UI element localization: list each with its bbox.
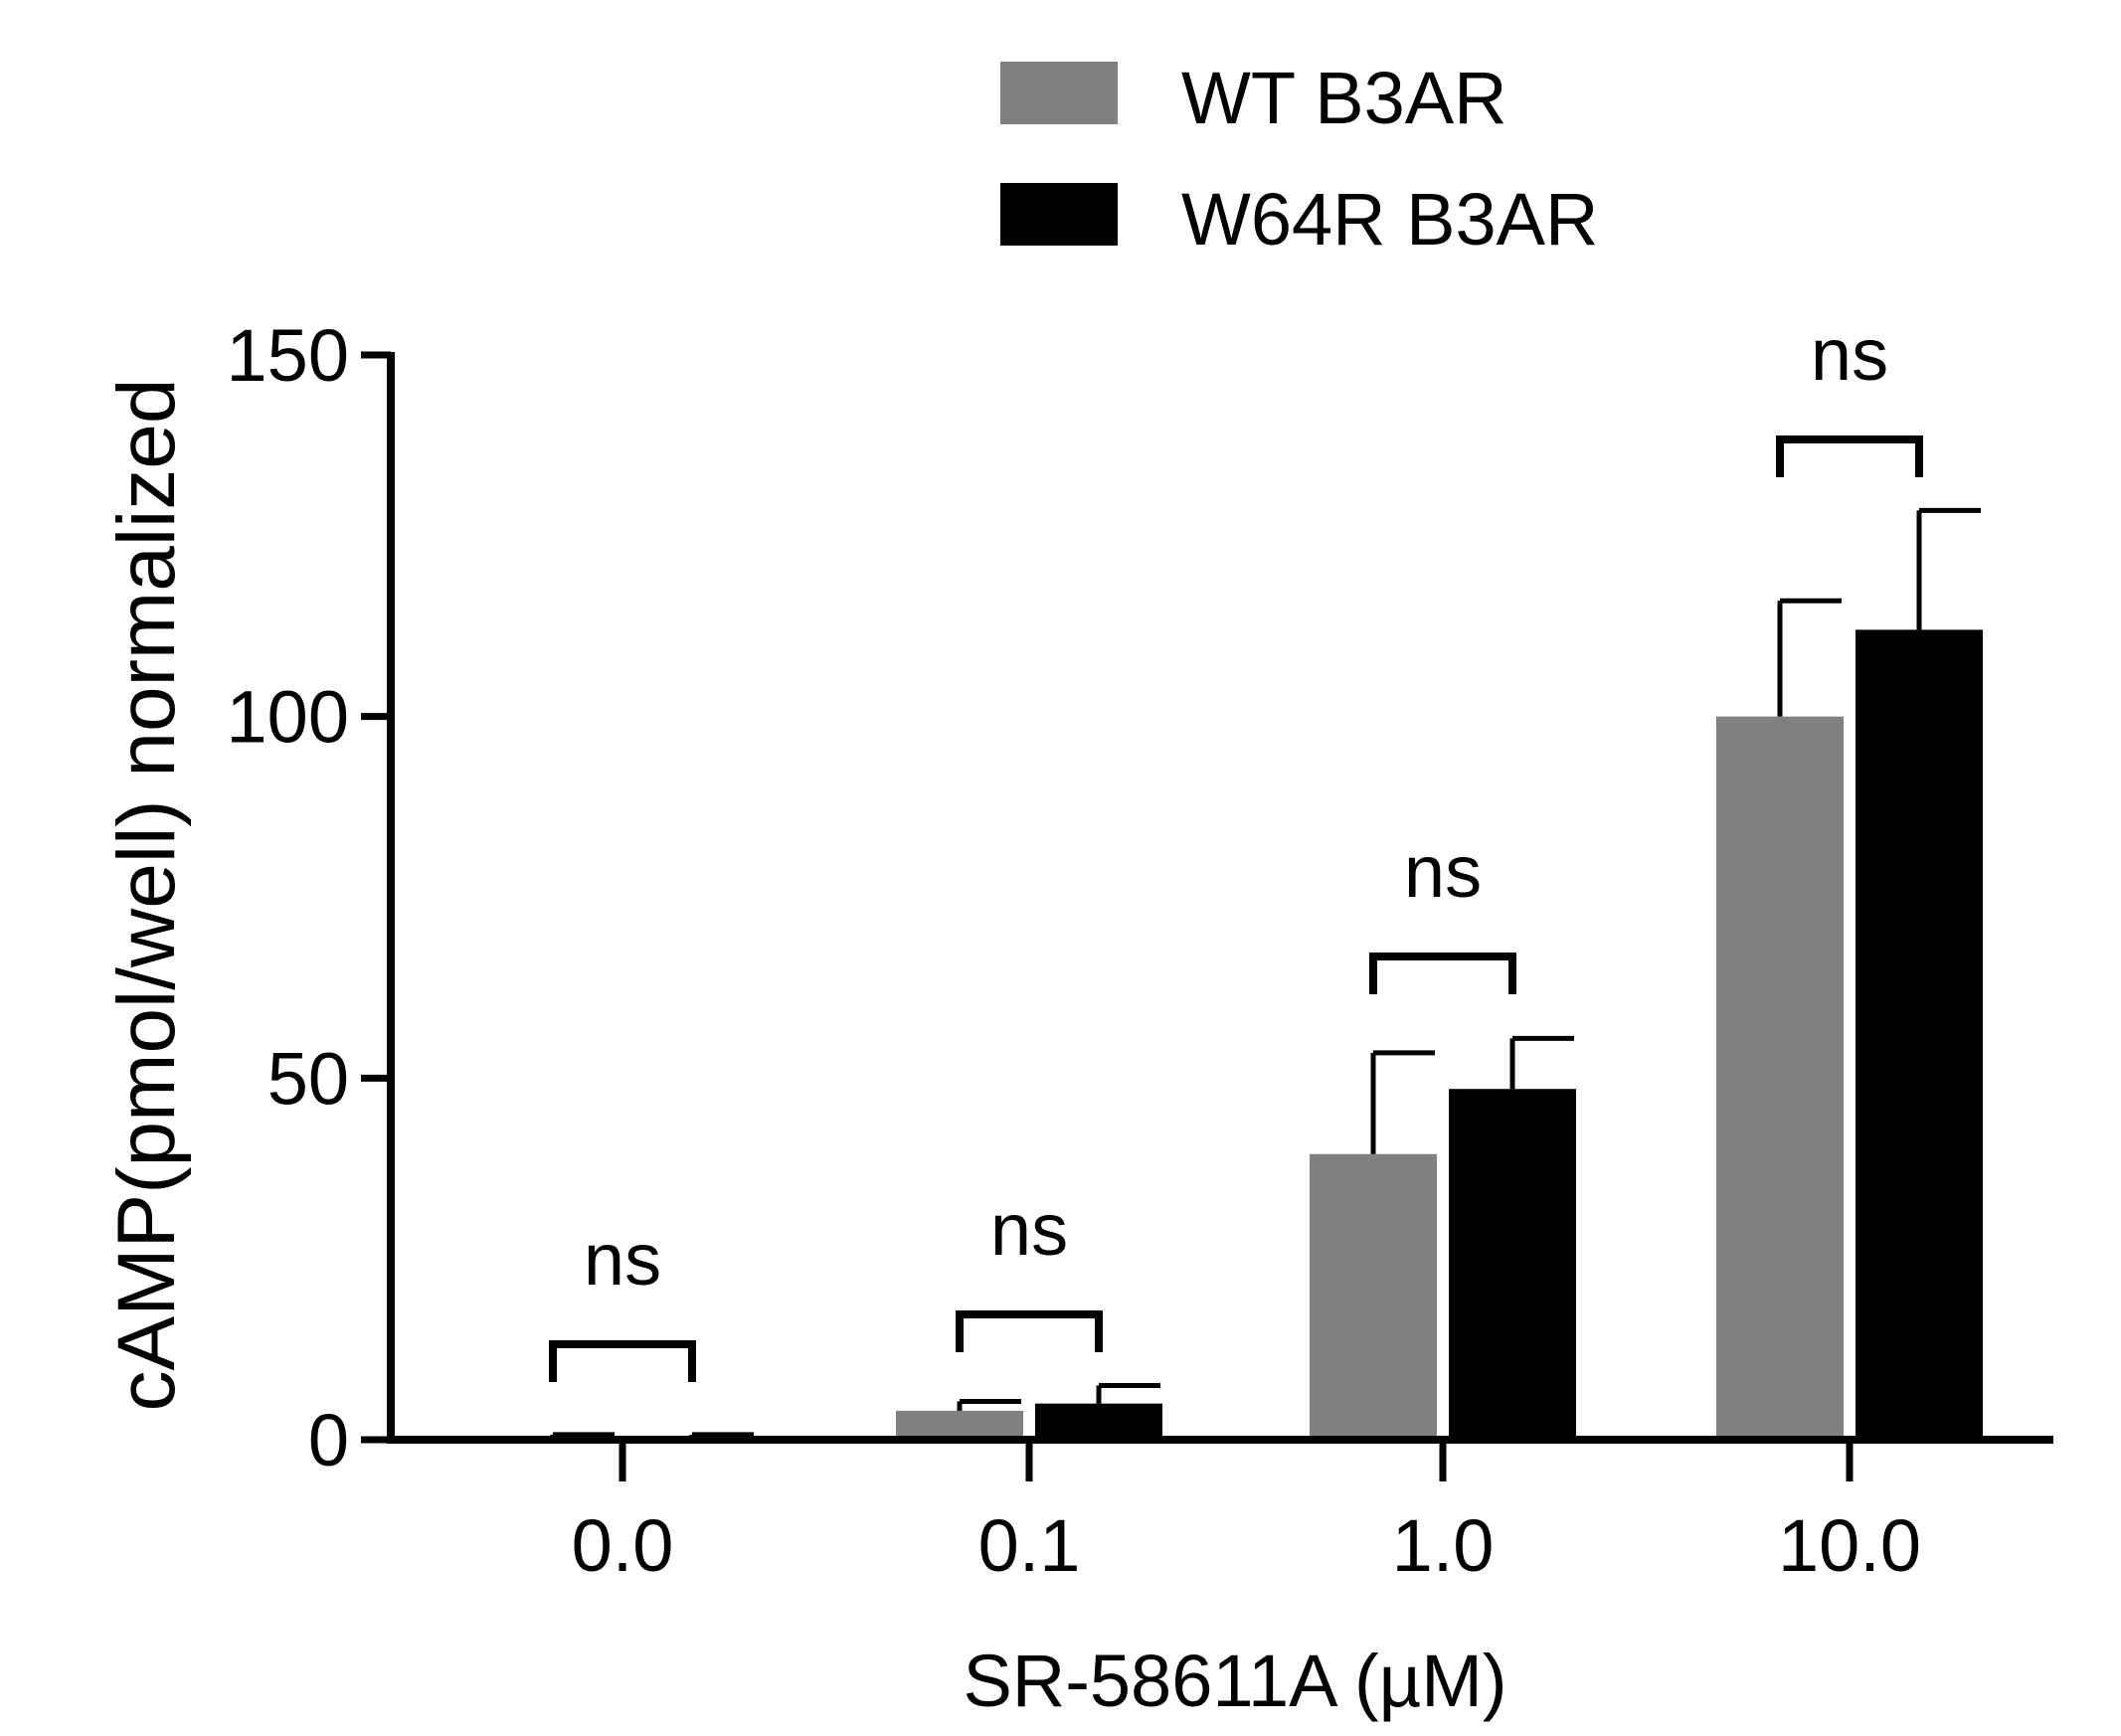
x-tick-label-0.0: 0.0 [572,1504,674,1587]
x-tick-label-0.1: 0.1 [978,1504,1081,1587]
x-axis-label: SR-58611A (µM) [963,1640,1506,1722]
legend-swatch-wt [1000,62,1118,124]
significance-layer: ns ns ns ns [549,313,1923,1382]
error-bars-layer [550,507,1981,1438]
significance-bracket-10.0 [1776,435,1923,477]
significance-bracket-1.0 [1369,953,1516,994]
x-tick-label-10.0: 10.0 [1778,1504,1921,1587]
significance-label-0.0: ns [584,1218,661,1301]
y-tick-label-50: 50 [267,1037,349,1120]
significance-label-1.0: ns [1404,830,1482,913]
y-axis-label: cAMP(pmol/well) normalized [101,379,192,1412]
bar-wt-10.0 [1716,716,1844,1440]
bar-wt-1.0 [1310,1153,1437,1440]
significance-label-0.1: ns [990,1188,1068,1271]
bar-w64r-0.1 [1035,1403,1162,1440]
legend-swatch-w64r [1000,183,1118,246]
labels-layer: cAMP(pmol/well) normalized SR-58611A (µM… [101,379,1507,1722]
y-tick-label-150: 150 [227,314,349,397]
bar-w64r-1.0 [1449,1089,1576,1440]
legend-label-wt: WT B3AR [1181,57,1507,139]
significance-bracket-0.1 [956,1310,1103,1352]
bar-w64r-10.0 [1856,629,1983,1440]
x-tick-label-1.0: 1.0 [1392,1504,1495,1587]
significance-bracket-0.0 [549,1340,696,1382]
y-tick-label-0: 0 [308,1399,349,1481]
axes-layer: 0 50 100 150 0.0 0.1 1.0 10.0 [227,314,2053,1587]
legend: WT B3AR W64R B3AR [1000,57,1598,260]
legend-label-w64r: W64R B3AR [1181,178,1598,260]
bar-wt-0.1 [896,1410,1023,1440]
significance-label-10.0: ns [1811,313,1888,396]
bars-layer [489,629,1983,1440]
y-tick-label-100: 100 [227,676,349,759]
